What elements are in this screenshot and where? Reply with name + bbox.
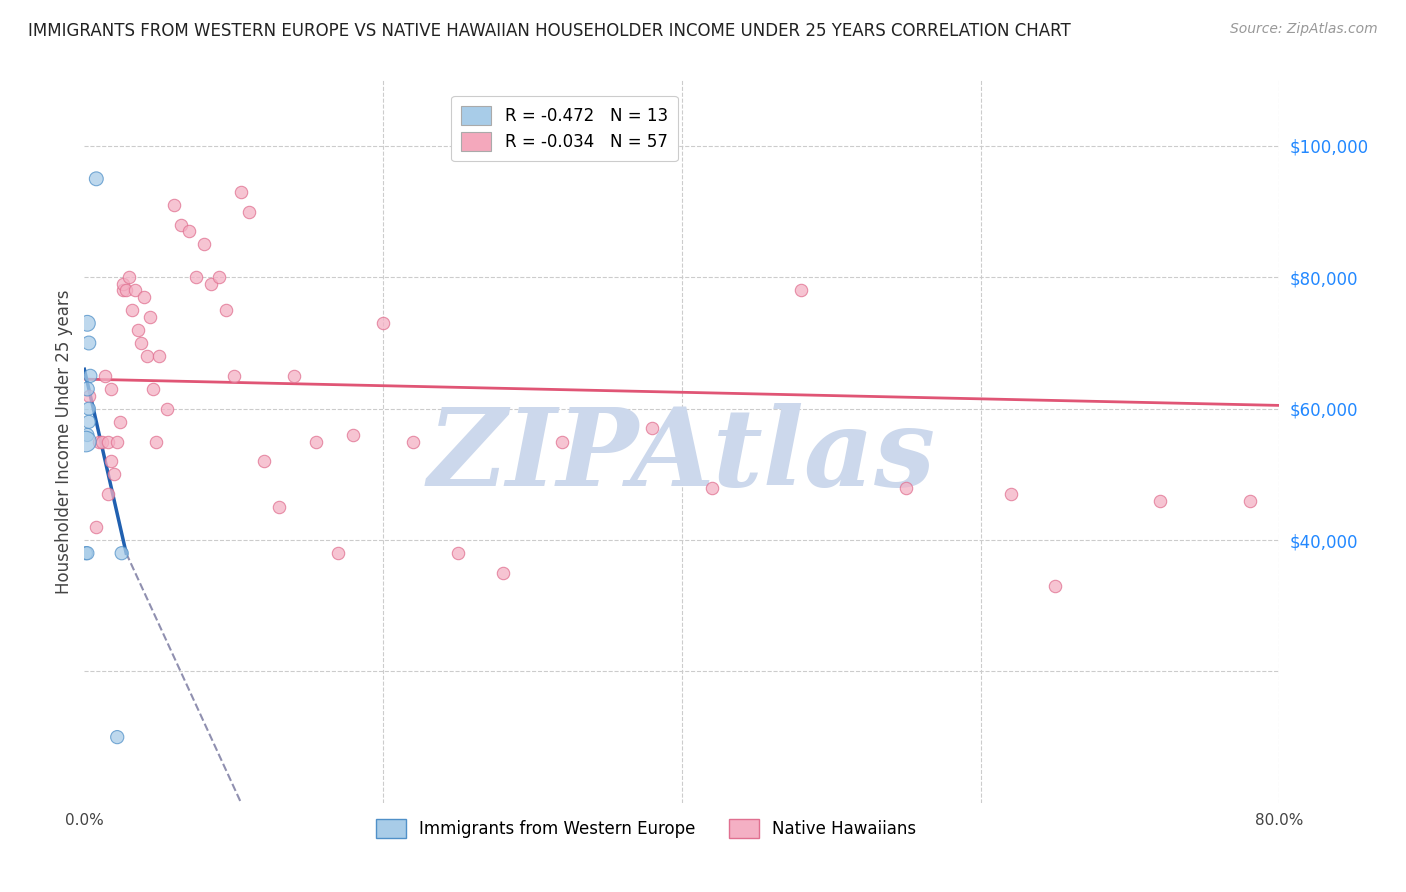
Point bbox=[170, 218, 193, 232]
Point bbox=[76, 382, 98, 396]
Point bbox=[373, 316, 395, 330]
Point bbox=[112, 284, 135, 298]
Legend: Immigrants from Western Europe, Native Hawaiians: Immigrants from Western Europe, Native H… bbox=[370, 813, 922, 845]
Point bbox=[76, 546, 98, 560]
Point bbox=[700, 481, 723, 495]
Point bbox=[121, 303, 143, 318]
Point bbox=[136, 349, 159, 363]
Point bbox=[86, 520, 108, 534]
Point bbox=[222, 368, 245, 383]
Point bbox=[77, 336, 100, 351]
Point bbox=[105, 434, 128, 449]
Point bbox=[127, 323, 149, 337]
Point bbox=[215, 303, 238, 318]
Point bbox=[89, 434, 111, 449]
Point bbox=[77, 401, 100, 416]
Point bbox=[200, 277, 222, 291]
Point bbox=[139, 310, 162, 324]
Point bbox=[129, 336, 152, 351]
Point bbox=[94, 368, 117, 383]
Point bbox=[91, 434, 114, 449]
Point bbox=[97, 487, 120, 501]
Point bbox=[1000, 487, 1022, 501]
Point bbox=[328, 546, 350, 560]
Text: IMMIGRANTS FROM WESTERN EUROPE VS NATIVE HAWAIIAN HOUSEHOLDER INCOME UNDER 25 YE: IMMIGRANTS FROM WESTERN EUROPE VS NATIVE… bbox=[28, 22, 1071, 40]
Point bbox=[193, 237, 215, 252]
Point bbox=[894, 481, 917, 495]
Point bbox=[86, 171, 108, 186]
Point bbox=[1045, 579, 1067, 593]
Point bbox=[231, 185, 253, 199]
Point bbox=[75, 546, 97, 560]
Point bbox=[492, 566, 515, 580]
Point bbox=[402, 434, 425, 449]
Point bbox=[305, 434, 328, 449]
Point bbox=[75, 434, 97, 449]
Point bbox=[124, 284, 146, 298]
Point bbox=[1239, 493, 1261, 508]
Point bbox=[1149, 493, 1171, 508]
Point bbox=[77, 388, 100, 402]
Point bbox=[100, 382, 122, 396]
Point bbox=[267, 500, 290, 515]
Point bbox=[76, 428, 98, 442]
Point bbox=[110, 415, 132, 429]
Point bbox=[208, 270, 231, 285]
Point bbox=[118, 270, 141, 285]
Point bbox=[238, 204, 260, 219]
Point bbox=[132, 290, 156, 304]
Point bbox=[186, 270, 208, 285]
Point bbox=[112, 277, 135, 291]
Point bbox=[105, 730, 128, 744]
Point bbox=[103, 467, 125, 482]
Point bbox=[155, 401, 177, 416]
Point bbox=[77, 415, 100, 429]
Point bbox=[142, 382, 165, 396]
Point bbox=[97, 434, 120, 449]
Y-axis label: Householder Income Under 25 years: Householder Income Under 25 years bbox=[55, 289, 73, 594]
Point bbox=[148, 349, 170, 363]
Text: Source: ZipAtlas.com: Source: ZipAtlas.com bbox=[1230, 22, 1378, 37]
Point bbox=[100, 454, 122, 468]
Point bbox=[447, 546, 470, 560]
Point bbox=[551, 434, 574, 449]
Point bbox=[177, 224, 200, 238]
Point bbox=[145, 434, 167, 449]
Point bbox=[253, 454, 276, 468]
Point bbox=[115, 284, 138, 298]
Point bbox=[111, 546, 134, 560]
Point bbox=[641, 421, 664, 435]
Point bbox=[163, 198, 186, 212]
Point bbox=[283, 368, 305, 383]
Point bbox=[790, 284, 813, 298]
Text: ZIPAtlas: ZIPAtlas bbox=[427, 403, 936, 509]
Point bbox=[342, 428, 364, 442]
Point bbox=[76, 316, 98, 330]
Point bbox=[79, 368, 101, 383]
